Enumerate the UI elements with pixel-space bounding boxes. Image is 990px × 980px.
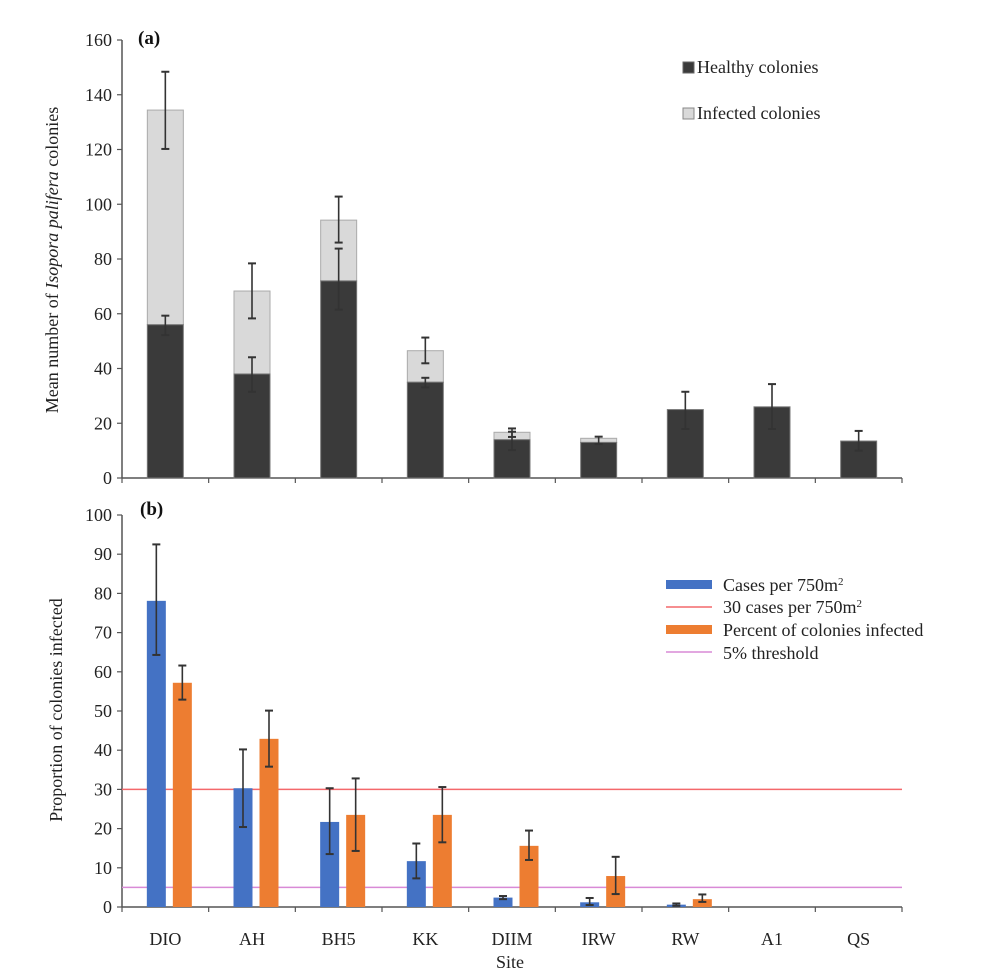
ylabel-prefix: Mean number of [42, 289, 62, 413]
x-tick-label: A1 [761, 929, 783, 949]
panel-b-legend: Cases per 750m2 30 cases per 750m2 Perce… [666, 575, 923, 663]
panel-a-y-axis-title: Mean number of Isopora palifera colonies [42, 107, 62, 413]
bar-percent-AH [259, 738, 279, 907]
x-tick-label: AH [239, 929, 265, 949]
y-tick-label: 60 [94, 662, 112, 682]
legend-swatch-healthy [682, 61, 695, 74]
panel-b-x-axis-title: Site [496, 952, 524, 972]
bar-cases-KK [406, 861, 426, 907]
bar-percent-BH5 [346, 814, 366, 907]
x-tick-label: RW [671, 929, 699, 949]
panel-b: (b) Proportion of colonies infected Site… [46, 499, 923, 972]
panel-a-bars [146, 70, 878, 479]
panel-b-bars [146, 543, 712, 907]
panel-b-y-axis-title: Proportion of colonies infected [46, 598, 66, 821]
y-tick-label: 100 [85, 194, 112, 214]
y-tick-label: 140 [85, 85, 112, 105]
y-tick-label: 80 [94, 249, 112, 269]
y-tick-label: 100 [85, 505, 112, 525]
legend-label-30-cases: 30 cases per 750m2 [723, 597, 862, 617]
y-tick-label: 0 [103, 897, 112, 917]
y-tick-label: 0 [103, 468, 112, 488]
legend-swatch-infected [682, 107, 695, 120]
bar-cases-AH [233, 788, 253, 907]
legend-swatch-cases [666, 580, 712, 589]
y-tick-label: 70 [94, 623, 112, 643]
panel-a: (a) Mean number of Isopora palifera colo… [42, 28, 903, 488]
bar-percent-DIIM [519, 845, 539, 907]
bar-cases-DIO [146, 600, 166, 907]
y-tick-label: 40 [94, 740, 112, 760]
legend-swatch-percent [666, 625, 712, 634]
panel-a-label: (a) [138, 28, 160, 49]
x-tick-label: KK [412, 929, 438, 949]
y-tick-label: 10 [94, 858, 112, 878]
x-tick-label: QS [847, 929, 870, 949]
y-tick-label: 20 [94, 819, 112, 839]
legend-label-cases: Cases per 750m2 [723, 575, 843, 595]
y-tick-label: 120 [85, 140, 112, 160]
x-tick-label: IRW [582, 929, 616, 949]
panel-b-axes: 0 10 20 30 40 50 60 70 80 90 100 DIO AH BH5 KK DIIM IRW R… [85, 505, 903, 949]
ylabel-suffix: colonies [42, 107, 62, 172]
bar-healthy-IRW [580, 441, 618, 479]
panel-b-label: (b) [140, 499, 163, 520]
bar-cases-DIIM [493, 897, 513, 907]
y-tick-label: 60 [94, 304, 112, 324]
y-tick-label: 20 [94, 413, 112, 433]
bar-healthy-KK [406, 381, 444, 479]
legend-label-infected: Infected colonies [697, 103, 820, 123]
y-tick-label: 90 [94, 544, 112, 564]
legend-label-5pct: 5% threshold [723, 643, 818, 663]
panel-a-legend: Healthy colonies Infected colonies [682, 57, 820, 123]
ylabel-species: Isopora palifera [42, 171, 62, 290]
legend-label-healthy: Healthy colonies [697, 57, 818, 77]
x-tick-label: DIO [149, 929, 181, 949]
x-tick-label: BH5 [322, 929, 356, 949]
y-tick-label: 80 [94, 583, 112, 603]
y-tick-label: 40 [94, 359, 112, 379]
y-tick-label: 160 [85, 30, 112, 50]
y-tick-label: 50 [94, 701, 112, 721]
bar-percent-DIO [172, 682, 192, 907]
bar-percent-RW [692, 899, 712, 907]
bar-cases-BH5 [320, 821, 340, 907]
bar-healthy-BH5 [320, 280, 358, 479]
x-tick-label: DIIM [492, 929, 533, 949]
y-tick-label: 30 [94, 779, 112, 799]
bar-percent-KK [432, 814, 452, 907]
legend-label-percent: Percent of colonies infected [723, 620, 923, 640]
bar-healthy-DIO [146, 324, 184, 479]
